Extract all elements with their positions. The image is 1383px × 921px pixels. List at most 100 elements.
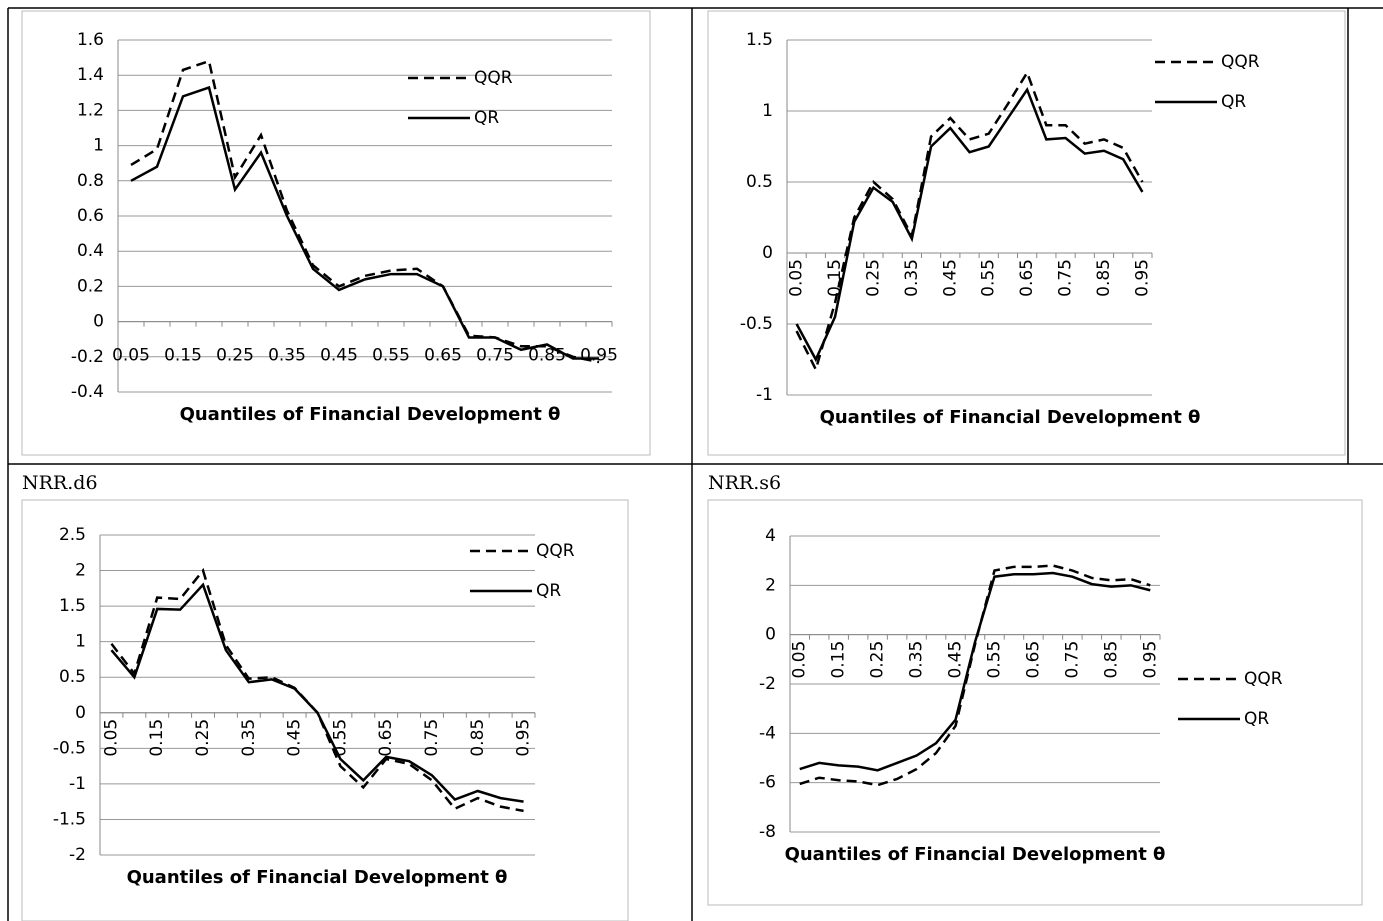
y-tick-label: 1 — [762, 101, 773, 121]
y-tick-label: 1 — [75, 632, 86, 652]
legend-label: QQR — [1221, 52, 1260, 72]
y-tick-label: -2 — [759, 674, 776, 694]
x-tick-label: 0.15 — [829, 641, 849, 679]
x-tick-label: 0.25 — [216, 346, 254, 366]
x-tick-label: 0.85 — [528, 346, 566, 366]
series-line — [795, 87, 1144, 363]
y-tick-label: -0.5 — [53, 738, 86, 758]
x-tick-label: 0.55 — [372, 346, 410, 366]
series-line — [799, 564, 1151, 787]
y-tick-label: -2 — [69, 845, 86, 865]
x-tick-label: 0.05 — [112, 346, 150, 366]
x-tick-label: 0.25 — [863, 259, 883, 297]
x-tick-label: 0.35 — [239, 719, 259, 757]
x-tick-label: 0.05 — [101, 719, 121, 757]
x-tick-label: 0.55 — [979, 259, 999, 297]
legend-label: QQR — [536, 541, 575, 561]
legend-label: QQR — [474, 68, 513, 88]
x-tick-label: 0.15 — [164, 346, 202, 366]
x-axis-label: Quantiles of Financial Development θ — [785, 844, 1166, 865]
y-tick-label: 2 — [75, 561, 86, 581]
x-tick-label: 0.05 — [790, 641, 810, 679]
x-tick-label: 0.85 — [468, 719, 488, 757]
x-tick-label: 0.85 — [1101, 641, 1121, 679]
y-tick-label: 0.2 — [77, 276, 104, 296]
x-tick-label: 0.75 — [1056, 259, 1076, 297]
legend-label: QR — [1221, 92, 1246, 112]
y-tick-label: -0.4 — [71, 382, 104, 402]
y-tick-label: 1.5 — [59, 596, 86, 616]
y-tick-label: 4 — [765, 526, 776, 546]
series-line — [795, 69, 1144, 373]
legend-label: QQR — [1244, 669, 1283, 689]
chart-caption: NRR.s6 — [708, 472, 781, 494]
table-borders — [7, 7, 1383, 921]
chart-frame — [707, 10, 1346, 456]
x-tick-label: 0.75 — [476, 346, 514, 366]
chart-frames — [21, 10, 1363, 921]
series-line — [110, 582, 524, 803]
x-tick-label: 0.95 — [1132, 259, 1152, 297]
chart-caption: NRR.d6 — [22, 472, 98, 494]
y-tick-label: 2.5 — [59, 525, 86, 545]
x-tick-label: 0.65 — [376, 719, 396, 757]
y-tick-label: 0 — [75, 703, 86, 723]
x-tick-label: 0.65 — [1023, 641, 1043, 679]
y-tick-label: 1 — [93, 136, 104, 156]
x-tick-label: 0.35 — [907, 641, 927, 679]
series-line — [130, 59, 600, 364]
y-tick-label: 0.5 — [59, 667, 86, 687]
x-tick-label: 0.25 — [193, 719, 213, 757]
y-tick-label: 0.8 — [77, 171, 104, 191]
y-tick-label: 0.4 — [77, 241, 104, 261]
x-axis-label: Quantiles of Financial Development θ — [180, 404, 561, 425]
legend-label: QR — [1244, 709, 1269, 729]
y-tick-label: -1.5 — [53, 809, 86, 829]
x-axis-label: Quantiles of Financial Development θ — [820, 407, 1201, 428]
y-tick-label: 2 — [765, 575, 776, 595]
chart-frame — [707, 499, 1363, 906]
y-tick-label: 0 — [762, 243, 773, 263]
x-tick-label: 0.95 — [1140, 641, 1160, 679]
y-tick-label: -8 — [759, 822, 776, 842]
x-tick-label: 0.85 — [1094, 259, 1114, 297]
series-line — [799, 571, 1151, 772]
legend-label: QR — [536, 581, 561, 601]
y-tick-label: 1.6 — [77, 30, 104, 50]
x-tick-label: 0.55 — [984, 641, 1004, 679]
series-line — [130, 85, 599, 360]
x-tick-label: 0.45 — [946, 641, 966, 679]
chart-frame — [21, 499, 629, 921]
x-tick-label: 0.35 — [268, 346, 306, 366]
y-tick-label: 1.2 — [77, 100, 104, 120]
x-tick-label: 0.45 — [320, 346, 358, 366]
x-tick-label: 0.65 — [1017, 259, 1037, 297]
y-tick-label: -1 — [69, 774, 86, 794]
y-tick-label: 0.6 — [77, 206, 104, 226]
y-tick-label: -1 — [756, 385, 773, 405]
x-tick-label: 0.45 — [285, 719, 305, 757]
x-tick-label: 0.75 — [422, 719, 442, 757]
y-tick-label: -0.2 — [71, 347, 104, 367]
y-tick-label: 0.5 — [746, 172, 773, 192]
x-tick-label: 0.05 — [787, 259, 807, 297]
y-tick-label: 1.5 — [746, 30, 773, 50]
y-tick-label: -0.5 — [740, 314, 773, 334]
y-tick-label: 0 — [93, 312, 104, 332]
x-tick-label: 0.95 — [514, 719, 534, 757]
y-tick-label: 0 — [765, 625, 776, 645]
x-tick-label: 0.15 — [147, 719, 167, 757]
x-tick-label: 0.75 — [1062, 641, 1082, 679]
x-axis-label: Quantiles of Financial Development θ — [127, 867, 508, 888]
x-tick-label: 0.35 — [902, 259, 922, 297]
x-tick-label: 0.95 — [580, 346, 618, 366]
x-tick-label: 0.25 — [868, 641, 888, 679]
x-tick-label: 0.65 — [424, 346, 462, 366]
y-tick-label: 1.4 — [77, 65, 104, 85]
y-tick-label: -4 — [759, 723, 776, 743]
legend-label: QR — [474, 108, 499, 128]
chart-frame — [21, 10, 651, 456]
x-tick-label: 0.45 — [940, 259, 960, 297]
y-tick-label: -6 — [759, 773, 776, 793]
